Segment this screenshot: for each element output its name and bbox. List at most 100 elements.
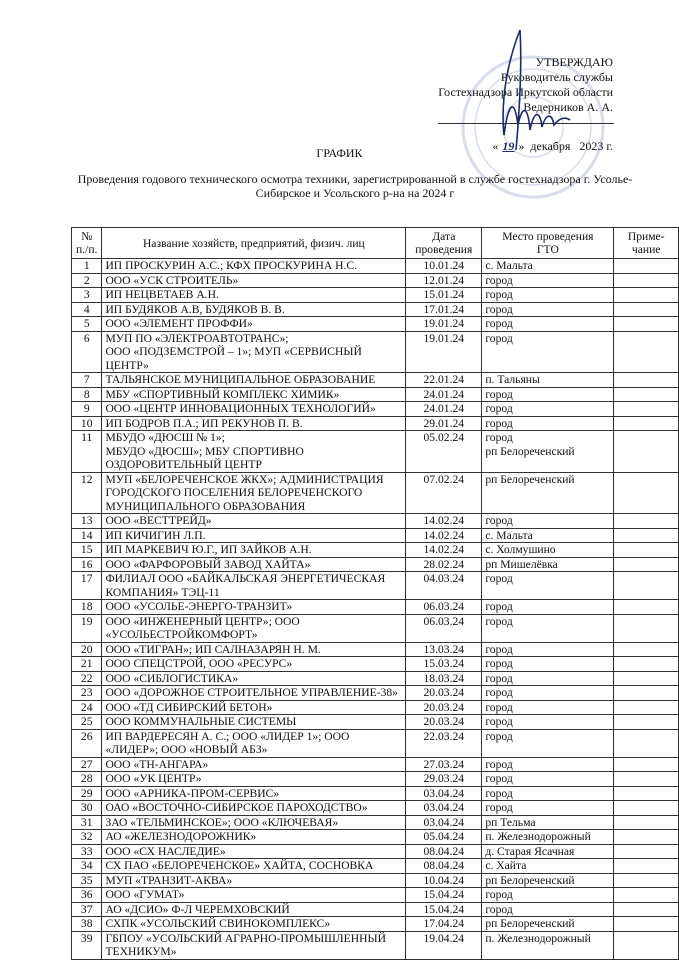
row-date: 19.01.24 xyxy=(405,316,483,332)
row-date: 17.01.24 xyxy=(405,301,483,317)
row-note xyxy=(613,656,679,672)
row-place: город xyxy=(481,756,615,772)
row-place: город xyxy=(481,272,615,288)
row-name: МБУ «СПОРТИВНЫЙ КОМПЛЕКС ХИМИК» xyxy=(101,386,407,402)
table-row: 7 ТАЛЬЯНСКОЕ МУНИЦИПАЛЬНОЕ ОБРАЗОВАНИЕ 22.… xyxy=(70,372,679,388)
date-quote-close: » xyxy=(518,139,525,153)
document-title: ГРАФИК xyxy=(316,146,363,160)
row-number: 38 xyxy=(70,916,103,932)
table-row: 23 ООО «ДОРОЖНОЕ СТРОИТЕЛЬНОЕ УПРАВЛЕНИЕ-… xyxy=(70,685,679,701)
table-row: 3 ИП НЕЦВЕТАЕВ А.Н. 15.01.24 город xyxy=(70,287,679,303)
row-date: 20.03.24 xyxy=(405,699,483,715)
row-number: 32 xyxy=(70,829,103,845)
row-note xyxy=(613,858,679,874)
row-place: город xyxy=(481,785,615,801)
row-number: 1 xyxy=(70,258,103,274)
row-date: 14.02.24 xyxy=(405,542,483,558)
row-note xyxy=(613,330,679,373)
row-note xyxy=(613,542,679,558)
row-place: город xyxy=(481,613,615,643)
row-name: ООО «ТИГРАН»; ИП САЛНАЗАРЯН Н. М. xyxy=(101,641,407,657)
approval-position: Руководитель службы xyxy=(500,70,613,84)
row-name: ООО «АРНИКА-ПРОМ-СЕРВИС» xyxy=(101,785,407,801)
row-name: ТАЛЬЯНСКОЕ МУНИЦИПАЛЬНОЕ ОБРАЗОВАНИЕ xyxy=(101,372,407,388)
row-note xyxy=(613,316,679,332)
row-name: ИП НЕЦВЕТАЕВ А.Н. xyxy=(101,287,407,303)
row-note xyxy=(613,699,679,715)
row-number: 23 xyxy=(70,685,103,701)
row-place: рп Белореченский xyxy=(481,872,615,888)
table-row: 17 ФИЛИАЛ ООО «БАЙКАЛЬСКАЯ ЭНЕРГЕТИЧЕСКАЯ… xyxy=(70,571,679,600)
row-date: 19.01.24 xyxy=(405,330,483,373)
table-row: 4 ИП БУДЯКОВ А.В, БУДЯКОВ В. В. 17.01.24 го… xyxy=(70,301,679,317)
approval-block: УТВЕРЖДАЮ Руководитель службы Гостехнадз… xyxy=(438,55,613,115)
row-date: 22.01.24 xyxy=(405,372,483,388)
table-row: 33 ООО «СХ НАСЛЕДИЕ» 08.04.24 д. Старая Яса… xyxy=(70,843,679,859)
row-number: 31 xyxy=(70,814,103,830)
table-row: 25 ООО КОММУНАЛЬНЫЕ СИСТЕМЫ 20.03.24 город xyxy=(70,714,679,730)
row-date: 20.03.24 xyxy=(405,685,483,701)
row-name: ООО «УК ЦЕНТР» xyxy=(101,771,407,787)
row-place: город xyxy=(481,571,615,600)
row-name: МУП «ТРАНЗИТ-АКВА» xyxy=(101,872,407,888)
row-name: ООО «ФАРФОРОВЫЙ ЗАВОД ХАЙТА» xyxy=(101,556,407,572)
row-date: 24.01.24 xyxy=(405,386,483,402)
row-note xyxy=(613,843,679,859)
table-row: 8 МБУ «СПОРТИВНЫЙ КОМПЛЕКС ХИМИК» 24.01.24… xyxy=(70,386,679,402)
date-rest: декабря 2023 г. xyxy=(530,139,613,153)
table-row: 28 ООО «УК ЦЕНТР» 29.03.24 город xyxy=(70,771,679,787)
table-row: 26 ИП ВАРДЕРЕСЯН А. С.; ООО «ЛИДЕР 1»; ОО… xyxy=(70,728,679,758)
table-row: 36 ООО «ГУМАТ» 15.04.24 город xyxy=(70,887,679,903)
row-place: город xyxy=(481,415,615,431)
row-number: 35 xyxy=(70,872,103,888)
row-name: ООО «ВЕСТТРЕЙД» xyxy=(101,513,407,529)
row-name: ИП ВАРДЕРЕСЯН А. С.; ООО «ЛИДЕР 1»; ООО … xyxy=(101,728,407,758)
row-name: ООО «ДОРОЖНОЕ СТРОИТЕЛЬНОЕ УПРАВЛЕНИЕ-38… xyxy=(101,685,407,701)
row-date: 15.04.24 xyxy=(405,887,483,903)
row-place: с. Мальта xyxy=(481,527,615,543)
row-place: город xyxy=(481,685,615,701)
row-place: рп Белореченский xyxy=(481,916,615,932)
row-date: 03.04.24 xyxy=(405,814,483,830)
row-number: 10 xyxy=(70,415,103,431)
row-number: 16 xyxy=(70,556,103,572)
row-number: 7 xyxy=(70,372,103,388)
row-note xyxy=(613,756,679,772)
row-note xyxy=(613,571,679,600)
table-row: 6 МУП ПО «ЭЛЕКТРОАВТОТРАНС»; ООО «ПОДЗЕМС… xyxy=(70,330,679,373)
row-date: 14.02.24 xyxy=(405,513,483,529)
row-note xyxy=(613,641,679,657)
row-date: 06.03.24 xyxy=(405,613,483,643)
row-note xyxy=(613,887,679,903)
header-date: Дата проведения xyxy=(405,227,483,259)
row-name: ООО «ИНЖЕНЕРНЫЙ ЦЕНТР»; ООО «УСОЛЬЕСТРОЙ… xyxy=(101,613,407,643)
row-date: 07.02.24 xyxy=(405,471,483,514)
row-number: 39 xyxy=(70,930,103,960)
row-date: 29.01.24 xyxy=(405,415,483,431)
row-place: город xyxy=(481,771,615,787)
table-row: 24 ООО «ТД СИБИРСКИЙ БЕТОН» 20.03.24 город xyxy=(70,699,679,715)
row-number: 3 xyxy=(70,287,103,303)
row-place: город xyxy=(481,728,615,758)
row-number: 25 xyxy=(70,714,103,730)
row-number: 18 xyxy=(70,599,103,615)
row-note xyxy=(613,527,679,543)
row-place: рп Белореченский xyxy=(481,471,615,514)
row-number: 15 xyxy=(70,542,103,558)
approval-heading: УТВЕРЖДАЮ xyxy=(535,55,613,69)
row-note xyxy=(613,415,679,431)
row-name: СХПК «УСОЛЬСКИЙ СВИНОКОМПЛЕКС» xyxy=(101,916,407,932)
table-row: 13 ООО «ВЕСТТРЕЙД» 14.02.24 город xyxy=(70,513,679,529)
row-number: 33 xyxy=(70,843,103,859)
row-place: город xyxy=(481,401,615,417)
table-row: 22 ООО «СИБЛОГИСТИКА» 18.03.24 город xyxy=(70,670,679,686)
row-note xyxy=(613,670,679,686)
row-place: город рп Белореченский xyxy=(481,430,615,473)
row-name: ОАО «ВОСТОЧНО-СИБИРСКОЕ ПАРОХОДСТВО» xyxy=(101,800,407,816)
row-note xyxy=(613,258,679,274)
row-date: 15.03.24 xyxy=(405,656,483,672)
row-name: МУП «БЕЛОРЕЧЕНСКОЕ ЖКХ»; АДМИНИСТРАЦИЯ Г… xyxy=(101,471,407,514)
row-place: п. Тальяны xyxy=(481,372,615,388)
row-name: ООО «ТН-АНГАРА» xyxy=(101,756,407,772)
table-row: 37 АО «ДСИО» Ф-Л ЧЕРЕМХОВСКИЙ 15.04.24 горо… xyxy=(70,901,679,917)
